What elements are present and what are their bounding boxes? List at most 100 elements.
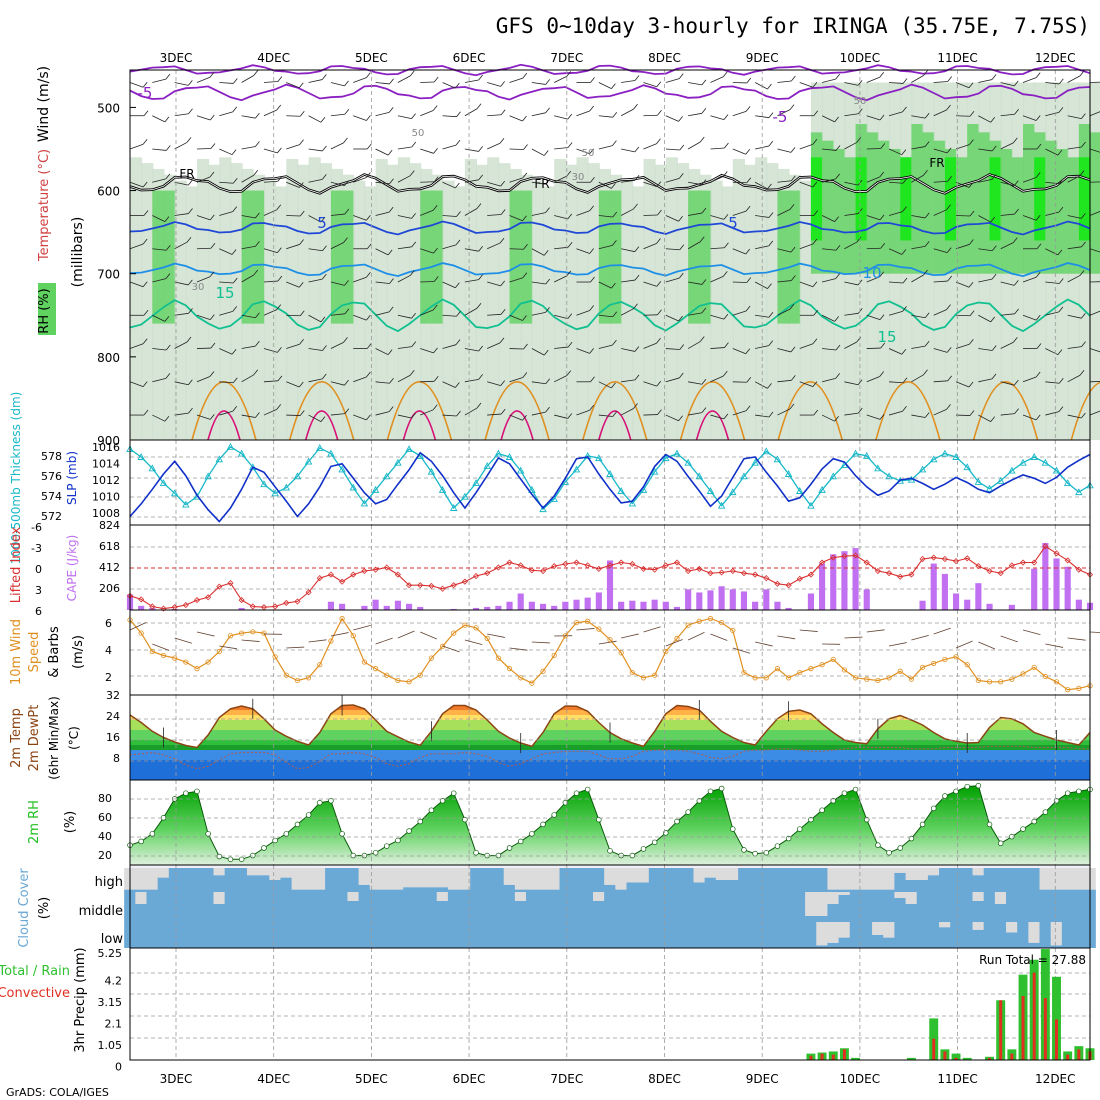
isotherm-20 — [288, 381, 355, 441]
rh-marker — [506, 845, 513, 851]
wind-barb-flag — [1081, 241, 1086, 248]
wind-barb-flag — [1014, 408, 1019, 414]
wind-barb-flag — [746, 377, 752, 383]
thickness-marker — [796, 487, 804, 494]
wind-barb — [219, 111, 233, 117]
wind-speed-marker — [618, 650, 624, 656]
rh-cell — [487, 157, 500, 440]
surface-wind-barb — [308, 639, 327, 643]
rh-cell — [1000, 148, 1013, 274]
wind-barb — [1000, 242, 1014, 250]
rh-cell — [476, 164, 489, 441]
wind-barb-flag — [767, 383, 772, 389]
cloud-cell-middle — [425, 892, 438, 922]
wind-barb-flag — [411, 113, 416, 119]
wind-barb-flag — [813, 409, 819, 416]
li-marker — [740, 570, 748, 577]
cape-bar — [383, 605, 390, 610]
cape-bar — [361, 605, 368, 610]
thickness-marker — [360, 499, 369, 507]
wind-speed-marker — [183, 659, 189, 665]
cloud-cell-middle — [503, 892, 516, 922]
wind-barb — [308, 79, 323, 83]
wind-barb — [911, 414, 926, 418]
axis-title: 10m Wind — [9, 619, 24, 685]
cloud-gap-middle — [894, 892, 907, 898]
wind-barb — [710, 275, 724, 283]
li-marker — [908, 571, 915, 578]
rh-marker — [975, 782, 982, 789]
wind-barb-flag — [834, 116, 839, 123]
wind-barb — [1089, 348, 1100, 353]
wind-barb — [933, 180, 948, 183]
wind-barb — [777, 280, 792, 283]
wind-barb — [844, 341, 857, 349]
wind-barb-flag — [387, 149, 393, 156]
precip-tick: 0 — [115, 1061, 122, 1074]
cloud-gap-high — [838, 868, 851, 890]
wind-barb — [442, 115, 457, 118]
cloud-cell-middle — [1073, 892, 1085, 922]
wind-barb — [442, 314, 457, 317]
cloud-cell-high — [581, 868, 594, 892]
wind-barb — [509, 377, 523, 383]
cloud-cell-middle — [157, 892, 170, 922]
wind-barb-flag — [946, 347, 952, 353]
cloud-cell-middle — [1039, 892, 1052, 922]
cloud-cell-high — [805, 868, 817, 892]
wind-barb-flag — [612, 211, 618, 218]
wind-barb-flag — [253, 70, 259, 76]
rh-marker — [897, 845, 903, 851]
wind-barb — [464, 148, 479, 152]
surface-wind-barb — [420, 631, 437, 640]
wind-barb-flag — [656, 181, 662, 187]
wind-barb — [889, 181, 904, 184]
wind-barb — [152, 215, 166, 223]
wind-barb — [241, 115, 256, 119]
cloud-cell-middle — [593, 901, 605, 922]
surface-wind-barb — [621, 633, 639, 639]
cape-bar — [394, 600, 401, 610]
wind-barb-flag — [589, 348, 594, 354]
wind-barb — [688, 181, 702, 186]
cloud-cell-high — [771, 868, 784, 892]
cloud-gap-low — [816, 922, 828, 946]
cape-bar — [606, 560, 614, 610]
wind-barb — [821, 378, 836, 383]
wind-speed-marker — [473, 625, 479, 631]
wind-barb — [464, 279, 479, 283]
wind-barb-flag — [566, 71, 572, 77]
cloud-cell-middle — [760, 892, 773, 922]
wind-barb-flag — [210, 243, 216, 249]
wind-barb — [152, 115, 166, 123]
wind-speed-marker — [707, 616, 714, 622]
wind-barb — [710, 147, 725, 150]
wind-barb — [152, 178, 167, 183]
wind-speed-marker — [205, 659, 211, 665]
wind-barb-flag — [277, 375, 283, 382]
date-label-bottom: 11DEC — [937, 1072, 977, 1086]
wind-barb-flag — [409, 170, 415, 176]
cloud-cell-middle — [570, 892, 583, 922]
wind-barb-flag — [724, 342, 729, 348]
li-marker — [584, 562, 591, 569]
wind-barb-flag — [409, 270, 415, 276]
cape-bar — [1008, 604, 1015, 610]
rh-marker — [685, 809, 691, 815]
rh-contour-label: 30 — [572, 172, 585, 183]
wind-barb-flag — [276, 404, 282, 410]
li-marker — [249, 603, 256, 610]
pressure-tick: 500 — [97, 101, 120, 115]
thickness-marker — [762, 447, 771, 455]
cloud-cell-middle — [459, 892, 471, 922]
wind-barb-flag — [344, 408, 350, 414]
wind-barb — [732, 148, 746, 155]
cloud-cell-high — [258, 875, 270, 892]
wind-barb-flag — [143, 310, 149, 316]
wind-barb-flag — [947, 76, 952, 82]
wind-barb — [1000, 281, 1015, 286]
wind-barb-flag — [566, 170, 572, 177]
wind-barb-flag — [299, 139, 304, 145]
cape-bar — [1053, 558, 1060, 610]
li-marker — [294, 598, 301, 605]
